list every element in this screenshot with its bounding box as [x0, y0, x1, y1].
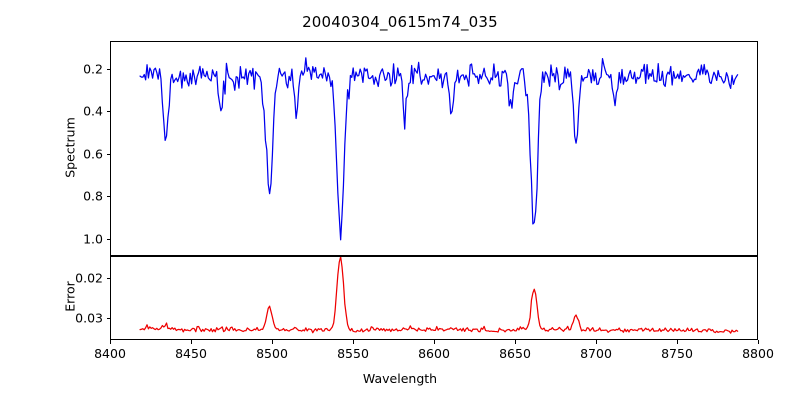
spectrum-ytick-label-3: 0.4	[83, 103, 103, 119]
error-ytick-mark-1	[106, 278, 110, 279]
spectrum-line-series	[139, 57, 739, 241]
error-line-series	[139, 257, 739, 334]
error-ytick-label-1: 0.02	[75, 270, 103, 286]
x-tick-label-2: 8500	[256, 346, 288, 361]
x-tick-mark-1	[191, 340, 192, 344]
spectrum-ytick-mark-1	[106, 196, 110, 198]
x-tick-mark-8	[758, 340, 759, 344]
x-tick-label-1: 8450	[175, 346, 207, 361]
spectrum-ytick-label-0: 1.0	[83, 231, 103, 247]
x-tick-label-6: 8700	[580, 346, 612, 361]
x-tick-label-5: 8650	[499, 346, 531, 361]
spectrum-ytick-mark-2	[106, 153, 110, 155]
x-tick-mark-7	[677, 340, 678, 344]
error-ytick-mark-0	[106, 318, 110, 319]
spectrum-ytick-label-1: 0.8	[83, 188, 103, 204]
chart-title: 20040304_0615m74_035	[302, 13, 498, 31]
x-tick-mark-0	[110, 340, 111, 344]
error-ytick-label-0: 0.03	[75, 310, 103, 326]
spectrum-ytick-label-2: 0.6	[83, 146, 103, 162]
spectrum-ytick-label-4: 0.2	[83, 61, 103, 77]
wavelength-axis-label: Wavelength	[362, 371, 438, 386]
x-tick-label-0: 8400	[94, 346, 126, 361]
x-tick-label-4: 8600	[418, 346, 450, 361]
spectrum-plot-area	[110, 41, 758, 256]
x-tick-mark-2	[272, 340, 273, 344]
spectrum-ytick-mark-4	[106, 68, 110, 70]
x-tick-mark-5	[515, 340, 516, 344]
x-tick-mark-6	[596, 340, 597, 344]
spectrum-ytick-mark-0	[106, 239, 110, 240]
spectrum-ytick-mark-3	[106, 111, 110, 113]
x-tick-mark-3	[353, 340, 354, 344]
x-tick-mark-4	[434, 340, 435, 344]
error-plot-area	[110, 256, 758, 340]
error-axis-label: Error	[62, 281, 78, 312]
x-tick-label-8: 8800	[742, 346, 774, 361]
x-tick-label-3: 8550	[337, 346, 369, 361]
x-tick-label-7: 8750	[661, 346, 693, 361]
